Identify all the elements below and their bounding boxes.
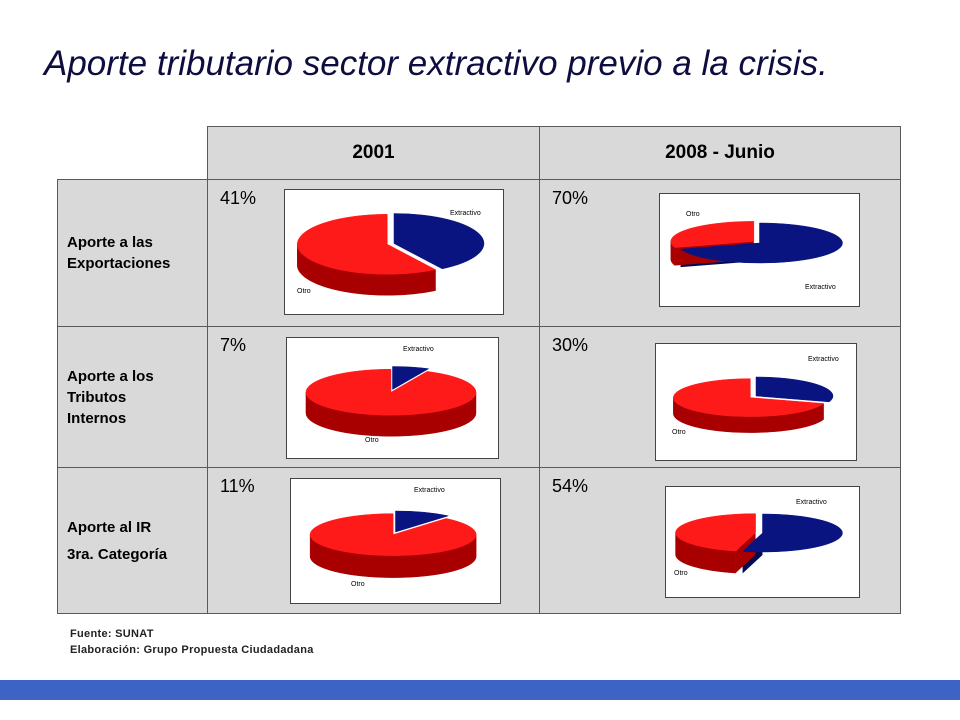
- corner-cell: [57, 126, 208, 180]
- pie-label-otro: Otro: [674, 570, 688, 577]
- pie-chart-exportaciones-2001: Extractivo Otro: [297, 210, 485, 296]
- pie-label-extractivo: Extractivo: [808, 356, 839, 363]
- pie-slice-otro: [675, 513, 756, 552]
- cell-exportaciones-2008: 70% Extractivo Otro: [539, 179, 901, 327]
- row-label-line: Aporte al IR: [67, 518, 152, 536]
- percent-value: 41%: [220, 188, 257, 208]
- cell-tributos-2001: 7% Extractivo Otro: [207, 326, 540, 468]
- pie-chart-ir-2008: Extractivo Otro: [674, 499, 843, 577]
- pie-chart-box: Extractivo Otro: [290, 478, 501, 604]
- header-row: 2001 2008 - Junio: [57, 126, 901, 180]
- row-label-line: Exportaciones: [67, 255, 171, 272]
- pie-label-otro: Otro: [686, 211, 700, 218]
- table-row-ir: Aporte al IR 3ra. Categoría 11% Extracti…: [57, 467, 901, 614]
- pie-label-extractivo: Extractivo: [450, 210, 481, 217]
- column-header-2001: 2001: [207, 126, 540, 180]
- percent-value: 54%: [552, 476, 589, 496]
- pie-chart-box: Extractivo Otro: [284, 189, 504, 315]
- row-label-line: Aporte a los: [67, 367, 154, 385]
- row-label-line: Internos: [67, 409, 127, 427]
- pie-cut-face: [735, 532, 756, 574]
- slide-title: Aporte tributario sector extractivo prev…: [44, 44, 828, 83]
- percent-value: 30%: [552, 335, 589, 355]
- pie-slice-extractivo: [395, 510, 449, 533]
- cell-ir-2008: 54% Extractivo Otro: [539, 467, 901, 614]
- source-line: Fuente: SUNAT: [70, 628, 154, 640]
- column-header-2008: 2008 - Junio: [539, 126, 901, 180]
- pie-label-extractivo: Extractivo: [414, 487, 445, 494]
- pie-label-otro: Otro: [351, 581, 365, 588]
- cell-exportaciones-2001: 41% Extractivo Otro: [207, 179, 540, 327]
- cell-tributos-2008: 30% Extractivo Otro: [539, 326, 901, 468]
- row-label-line: Tributos: [67, 388, 127, 406]
- pie-label-extractivo: Extractivo: [403, 346, 434, 353]
- credit-line: Elaboración: Grupo Propuesta Ciudadadana: [70, 644, 314, 656]
- percent-value: 11%: [220, 476, 255, 496]
- pie-label-otro: Otro: [297, 288, 311, 295]
- pie-slice-otro: [309, 513, 477, 556]
- percent-value: 7%: [220, 335, 247, 355]
- row-label-line: Aporte a las: [67, 234, 153, 251]
- cell-ir-2001: 11% Extractivo Otro: [207, 467, 540, 614]
- pie-label-otro: Otro: [365, 437, 379, 444]
- pie-label-extractivo: Extractivo: [796, 499, 827, 506]
- row-label-ir: Aporte al IR 3ra. Categoría: [57, 467, 208, 614]
- pie-slice-otro: [297, 214, 437, 275]
- bottom-bar: [0, 680, 960, 700]
- pie-chart-exportaciones-2008: Extractivo Otro: [670, 211, 843, 291]
- pie-slice-extractivo: [742, 513, 843, 553]
- pie-label-otro: Otro: [672, 429, 686, 436]
- pie-slice-otro: [673, 378, 825, 417]
- row-label-line: 3ra. Categoría: [67, 545, 168, 563]
- source-note: Fuente: SUNAT Elaboración: Grupo Propues…: [70, 626, 314, 658]
- comparison-table: 2001 2008 - Junio Aporte a las Exportaci…: [57, 126, 901, 614]
- pie-slice-otro: [670, 221, 755, 248]
- table-row-exportaciones: Aporte a las Exportaciones 41% Extractiv…: [57, 179, 901, 327]
- pie-slice-extractivo: [679, 222, 843, 264]
- pie-chart-tributos-2008: Extractivo Otro: [672, 356, 839, 436]
- percent-value: 70%: [552, 188, 589, 208]
- pie-label-extractivo: Extractivo: [805, 284, 836, 291]
- pie-slice-extractivo: [755, 376, 834, 403]
- pie-chart-box: Extractivo Otro: [655, 343, 857, 461]
- pie-chart-ir-2001: Extractivo Otro: [309, 487, 477, 588]
- pie-slice-extractivo: [392, 366, 430, 390]
- table-row-tributos: Aporte a los Tributos Internos 7% Extrac…: [57, 326, 901, 468]
- pie-slice-extractivo: [393, 213, 485, 270]
- row-label-tributos: Aporte a los Tributos Internos: [57, 326, 208, 468]
- pie-chart-box: Extractivo Otro: [665, 486, 860, 598]
- pie-slice-otro: [305, 368, 477, 416]
- pie-chart-tributos-2001: Extractivo Otro: [305, 346, 477, 444]
- row-label-exportaciones: Aporte a las Exportaciones: [57, 179, 208, 327]
- pie-chart-box: Extractivo Otro: [286, 337, 499, 459]
- pie-chart-box: Extractivo Otro: [659, 193, 860, 307]
